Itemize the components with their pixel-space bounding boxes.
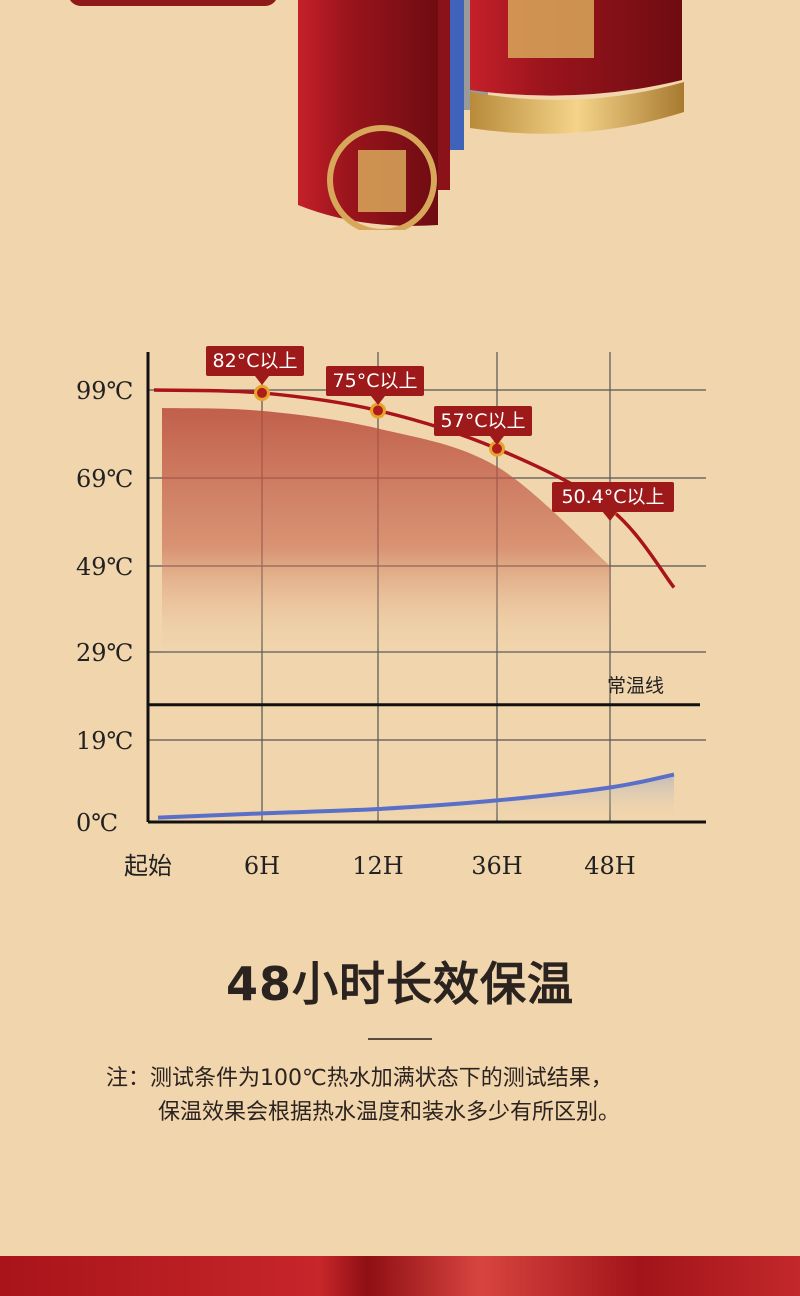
series-cold-line	[157, 772, 675, 820]
y-tick-labels: 99℃ 69℃ 49℃ 29℃ 19℃ 0℃	[76, 377, 133, 837]
x-tick-label: 48H	[584, 852, 635, 880]
headline: 48小时长效保温	[225, 957, 574, 1011]
x-tick-label: 12H	[352, 852, 403, 880]
callout-text: 50.4°C以上	[561, 486, 664, 508]
y-tick-label: 0℃	[76, 809, 118, 837]
test-note: 注：测试条件为100℃热水加满状态下的测试结果， 保温效果会根据热水温度和装水多…	[106, 1062, 786, 1130]
reference-line-label: 常温线	[607, 675, 664, 697]
callout-text: 75°C以上	[333, 370, 418, 392]
cold-area-fill	[158, 774, 674, 820]
y-tick-label: 29℃	[76, 639, 133, 667]
divider	[368, 1038, 432, 1040]
top-bar-shape	[70, 0, 276, 6]
chart-axes	[146, 352, 706, 824]
callout: 82°C以上	[206, 346, 304, 385]
callout: 75°C以上	[326, 366, 424, 405]
callout: 50.4°C以上	[552, 482, 674, 521]
callout-pointer	[371, 396, 385, 405]
callout-labels: 82°C以上 75°C以上 57°C以上 50.4°C以上	[206, 346, 674, 521]
x-tick-labels: 起始 6H 12H 36H 48H	[124, 852, 636, 880]
y-tick-label: 69℃	[76, 465, 133, 493]
x-tick-label: 起始	[124, 852, 172, 880]
y-tick-label: 99℃	[76, 377, 133, 405]
callout-box	[326, 366, 424, 396]
callout-pointer	[490, 436, 504, 445]
callout: 57°C以上	[434, 406, 532, 445]
y-tick-label: 49℃	[76, 553, 133, 581]
y-tick-label: 19℃	[76, 727, 133, 755]
product-image-fragment	[70, 0, 684, 230]
callout-pointer	[255, 376, 269, 385]
hot-area-fill	[162, 408, 610, 662]
note-line-1: 注：测试条件为100℃热水加满状态下的测试结果，	[106, 1066, 613, 1091]
callout-box	[552, 482, 674, 512]
callout-box	[434, 406, 532, 436]
temperature-chart: 常温线 99℃ 69℃ 49℃ 29℃ 19℃ 0℃ 起始 6H 12H 36H 48H 82°C…	[76, 346, 706, 880]
bottom-decorative-band	[0, 1256, 800, 1296]
data-point	[254, 384, 270, 401]
data-point	[370, 402, 386, 419]
callout-box	[206, 346, 304, 376]
callout-pointer	[603, 512, 617, 521]
callout-text: 82°C以上	[213, 350, 298, 372]
x-tick-label: 6H	[244, 852, 280, 880]
note-line-2: 保温效果会根据热水温度和装水多少有所区别。	[158, 1100, 621, 1125]
callout-text: 57°C以上	[441, 410, 526, 432]
x-tick-label: 36H	[471, 852, 522, 880]
